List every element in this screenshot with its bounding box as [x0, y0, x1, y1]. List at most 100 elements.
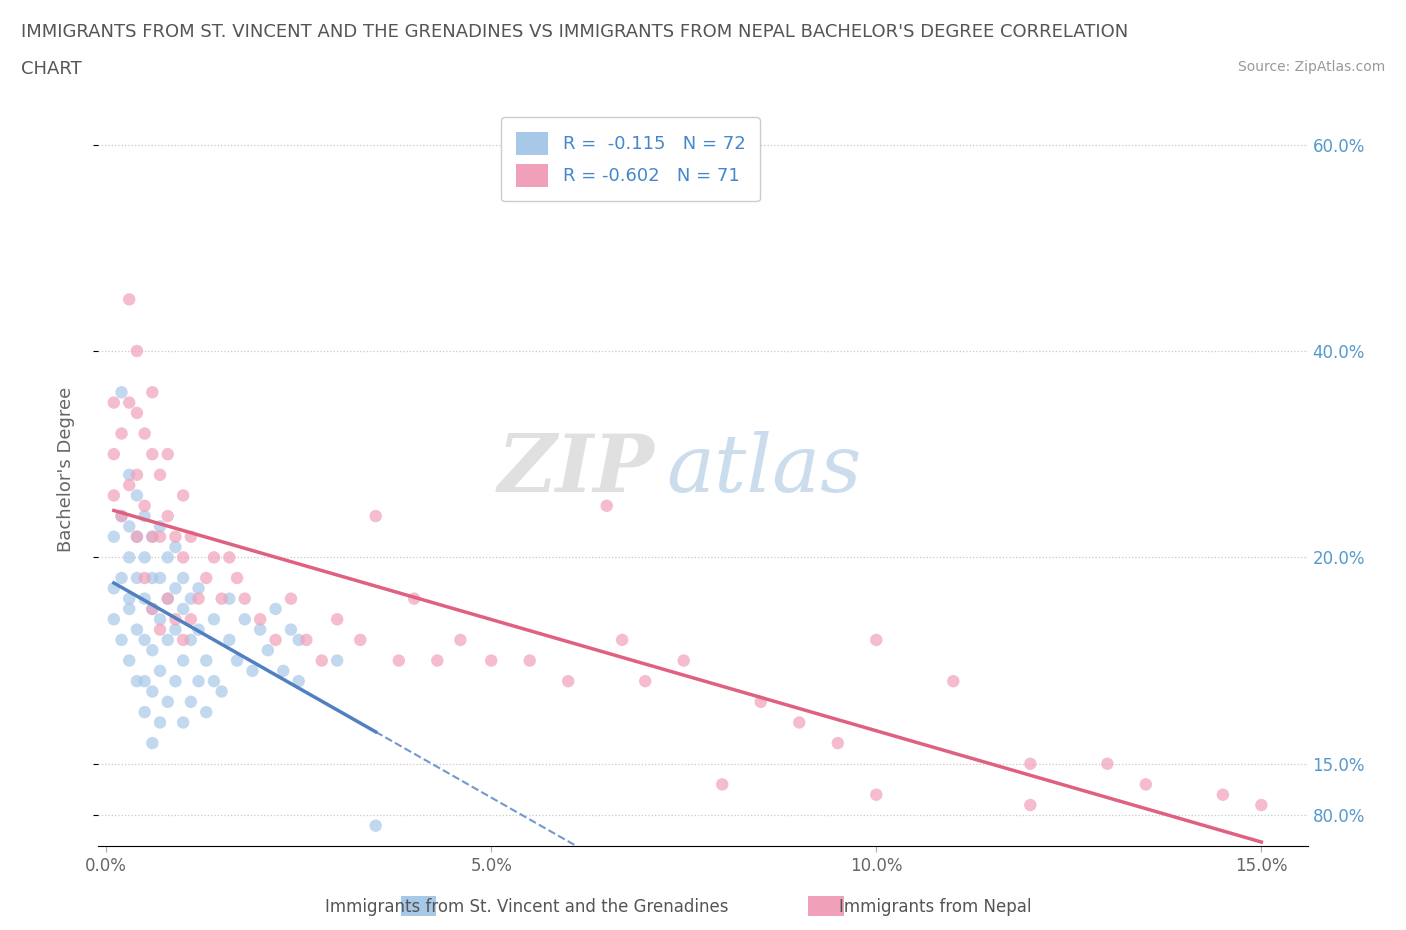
Point — [134, 673, 156, 688]
Point — [141, 529, 163, 544]
Point — [134, 509, 156, 524]
Point — [180, 591, 202, 606]
Point — [634, 673, 657, 688]
Point — [242, 663, 264, 678]
Point — [134, 705, 156, 720]
Point — [172, 715, 194, 730]
Point — [165, 622, 187, 637]
Point — [156, 591, 179, 606]
Point — [326, 612, 349, 627]
Point — [134, 426, 156, 441]
Text: atlas: atlas — [666, 431, 862, 509]
Text: Immigrants from Nepal: Immigrants from Nepal — [797, 897, 1031, 916]
Point — [118, 591, 141, 606]
Point — [1019, 798, 1042, 813]
Point — [149, 468, 172, 483]
Point — [865, 632, 887, 647]
Point — [280, 622, 302, 637]
Point — [180, 695, 202, 710]
Point — [349, 632, 371, 647]
Point — [125, 571, 148, 586]
Point — [149, 571, 172, 586]
Point — [311, 653, 333, 668]
Point — [165, 529, 187, 544]
Point — [165, 581, 187, 596]
Point — [141, 643, 163, 658]
Point — [103, 529, 125, 544]
Point — [118, 653, 141, 668]
Point — [118, 478, 141, 493]
Point — [149, 715, 172, 730]
Point — [172, 488, 194, 503]
Point — [134, 498, 156, 513]
Text: Immigrants from St. Vincent and the Grenadines: Immigrants from St. Vincent and the Gren… — [284, 897, 728, 916]
Point — [1250, 798, 1272, 813]
Point — [711, 777, 734, 791]
Point — [118, 602, 141, 617]
Point — [596, 498, 619, 513]
Point — [865, 788, 887, 803]
Point — [125, 488, 148, 503]
Point — [125, 673, 148, 688]
Point — [172, 653, 194, 668]
Point — [249, 622, 271, 637]
Point — [125, 622, 148, 637]
Point — [287, 632, 309, 647]
Point — [134, 632, 156, 647]
Point — [141, 684, 163, 699]
Point — [149, 612, 172, 627]
Point — [118, 468, 141, 483]
Point — [172, 550, 194, 565]
Point — [141, 602, 163, 617]
Point — [211, 684, 233, 699]
Point — [1135, 777, 1157, 791]
Point — [118, 292, 141, 307]
Point — [226, 653, 249, 668]
Point — [202, 612, 225, 627]
Point — [134, 571, 156, 586]
Point — [110, 571, 132, 586]
Point — [165, 612, 187, 627]
Point — [180, 529, 202, 544]
Point — [149, 519, 172, 534]
Point — [610, 632, 633, 647]
Point — [103, 581, 125, 596]
Point — [149, 663, 172, 678]
Point — [110, 509, 132, 524]
Point — [156, 591, 179, 606]
Point — [195, 705, 218, 720]
Point — [125, 468, 148, 483]
Point — [233, 612, 256, 627]
Point — [1212, 788, 1234, 803]
Point — [287, 673, 309, 688]
Point — [1097, 756, 1119, 771]
Point — [672, 653, 695, 668]
Point — [134, 591, 156, 606]
Point — [187, 622, 209, 637]
Legend: R =  -0.115   N = 72, R = -0.602   N = 71: R = -0.115 N = 72, R = -0.602 N = 71 — [501, 117, 759, 202]
Point — [1019, 756, 1042, 771]
Point — [103, 612, 125, 627]
Point — [218, 591, 240, 606]
Point — [388, 653, 411, 668]
Point — [187, 673, 209, 688]
Point — [326, 653, 349, 668]
Point — [233, 591, 256, 606]
Point — [195, 653, 218, 668]
Point — [264, 632, 287, 647]
Point — [787, 715, 810, 730]
Point — [125, 343, 148, 358]
Point — [218, 632, 240, 647]
Point — [149, 529, 172, 544]
Point — [519, 653, 541, 668]
Point — [156, 446, 179, 461]
Point — [156, 550, 179, 565]
Point — [271, 663, 294, 678]
Point — [110, 426, 132, 441]
Point — [180, 612, 202, 627]
Text: IMMIGRANTS FROM ST. VINCENT AND THE GRENADINES VS IMMIGRANTS FROM NEPAL BACHELOR: IMMIGRANTS FROM ST. VINCENT AND THE GREN… — [21, 23, 1129, 41]
Point — [257, 643, 280, 658]
Point — [165, 673, 187, 688]
Point — [118, 550, 141, 565]
Point — [172, 602, 194, 617]
